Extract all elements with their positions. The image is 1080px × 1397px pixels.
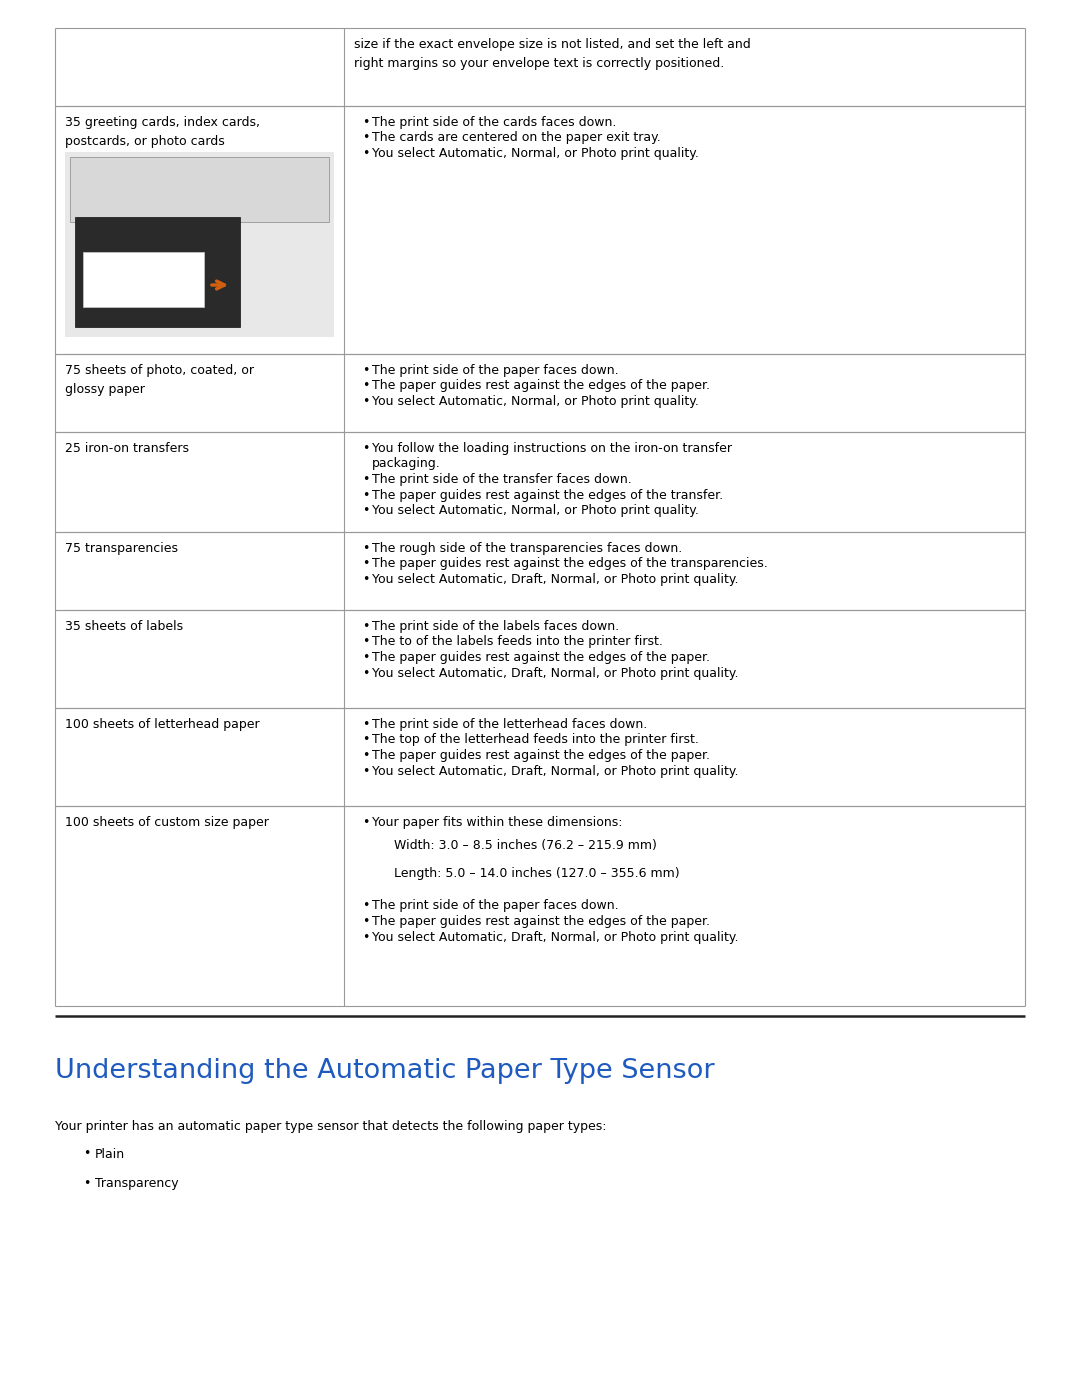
Text: size if the exact envelope size is not listed, and set the left and
right margin: size if the exact envelope size is not l…	[354, 38, 751, 70]
Text: The print side of the paper faces down.: The print side of the paper faces down.	[372, 900, 619, 912]
Text: •: •	[362, 504, 369, 517]
Text: 25 iron-on transfers: 25 iron-on transfers	[65, 441, 189, 455]
Text: Your printer has an automatic paper type sensor that detects the following paper: Your printer has an automatic paper type…	[55, 1120, 607, 1133]
Text: •: •	[362, 915, 369, 928]
Text: The paper guides rest against the edges of the paper.: The paper guides rest against the edges …	[372, 380, 710, 393]
Text: You select Automatic, Normal, or Photo print quality.: You select Automatic, Normal, or Photo p…	[372, 147, 699, 161]
Text: The print side of the paper faces down.: The print side of the paper faces down.	[372, 365, 619, 377]
Text: •: •	[362, 131, 369, 144]
Text: You select Automatic, Normal, or Photo print quality.: You select Automatic, Normal, or Photo p…	[372, 395, 699, 408]
Text: You select Automatic, Draft, Normal, or Photo print quality.: You select Automatic, Draft, Normal, or …	[372, 573, 739, 585]
Text: You follow the loading instructions on the iron-on transfer: You follow the loading instructions on t…	[372, 441, 732, 455]
Text: •: •	[362, 749, 369, 761]
Text: •: •	[362, 636, 369, 648]
Text: •: •	[362, 718, 369, 731]
Text: The print side of the letterhead faces down.: The print side of the letterhead faces d…	[372, 718, 647, 731]
Text: Your paper fits within these dimensions:: Your paper fits within these dimensions:	[372, 816, 622, 828]
Text: The print side of the labels faces down.: The print side of the labels faces down.	[372, 620, 619, 633]
Text: The paper guides rest against the edges of the transparencies.: The paper guides rest against the edges …	[372, 557, 768, 570]
Text: You select Automatic, Normal, or Photo print quality.: You select Automatic, Normal, or Photo p…	[372, 504, 699, 517]
Text: The top of the letterhead feeds into the printer first.: The top of the letterhead feeds into the…	[372, 733, 699, 746]
Text: The cards are centered on the paper exit tray.: The cards are centered on the paper exit…	[372, 131, 661, 144]
Text: Width: 3.0 – 8.5 inches (76.2 – 215.9 mm): Width: 3.0 – 8.5 inches (76.2 – 215.9 mm…	[394, 840, 657, 852]
Text: •: •	[362, 900, 369, 912]
Text: •: •	[362, 380, 369, 393]
Text: The rough side of the transparencies faces down.: The rough side of the transparencies fac…	[372, 542, 683, 555]
Text: You select Automatic, Draft, Normal, or Photo print quality.: You select Automatic, Draft, Normal, or …	[372, 930, 739, 943]
Polygon shape	[70, 156, 329, 222]
Text: •: •	[362, 365, 369, 377]
Text: •: •	[362, 620, 369, 633]
Text: •: •	[362, 573, 369, 585]
Text: •: •	[362, 764, 369, 778]
Text: •: •	[83, 1178, 91, 1190]
Text: 100 sheets of custom size paper: 100 sheets of custom size paper	[65, 816, 269, 828]
Text: The print side of the transfer faces down.: The print side of the transfer faces dow…	[372, 474, 632, 486]
Text: 35 greeting cards, index cards,
postcards, or photo cards: 35 greeting cards, index cards, postcard…	[65, 116, 260, 148]
Text: You select Automatic, Draft, Normal, or Photo print quality.: You select Automatic, Draft, Normal, or …	[372, 666, 739, 679]
Bar	[65, 152, 334, 337]
Text: The paper guides rest against the edges of the transfer.: The paper guides rest against the edges …	[372, 489, 724, 502]
Text: Plain: Plain	[95, 1147, 125, 1161]
Text: 35 sheets of labels: 35 sheets of labels	[65, 620, 184, 633]
Text: packaging.: packaging.	[372, 457, 441, 471]
Text: •: •	[362, 816, 369, 828]
Text: Length: 5.0 – 14.0 inches (127.0 – 355.6 mm): Length: 5.0 – 14.0 inches (127.0 – 355.6…	[394, 868, 679, 880]
Text: The paper guides rest against the edges of the paper.: The paper guides rest against the edges …	[372, 749, 710, 761]
Text: 75 transparencies: 75 transparencies	[65, 542, 178, 555]
Text: •: •	[362, 557, 369, 570]
Text: You select Automatic, Draft, Normal, or Photo print quality.: You select Automatic, Draft, Normal, or …	[372, 764, 739, 778]
Text: The paper guides rest against the edges of the paper.: The paper guides rest against the edges …	[372, 651, 710, 664]
Text: •: •	[362, 489, 369, 502]
Text: •: •	[362, 930, 369, 943]
Text: •: •	[362, 666, 369, 679]
Text: •: •	[362, 395, 369, 408]
Text: •: •	[362, 733, 369, 746]
Text: •: •	[362, 651, 369, 664]
Text: 100 sheets of letterhead paper: 100 sheets of letterhead paper	[65, 718, 259, 731]
Text: The print side of the cards faces down.: The print side of the cards faces down.	[372, 116, 617, 129]
Text: •: •	[362, 441, 369, 455]
Text: Understanding the Automatic Paper Type Sensor: Understanding the Automatic Paper Type S…	[55, 1058, 715, 1084]
Text: The paper guides rest against the edges of the paper.: The paper guides rest against the edges …	[372, 915, 710, 928]
Text: The to of the labels feeds into the printer first.: The to of the labels feeds into the prin…	[372, 636, 663, 648]
Text: •: •	[362, 474, 369, 486]
Polygon shape	[75, 217, 240, 327]
Text: 75 sheets of photo, coated, or
glossy paper: 75 sheets of photo, coated, or glossy pa…	[65, 365, 254, 395]
Text: •: •	[362, 116, 369, 129]
Text: •: •	[83, 1147, 91, 1161]
Text: •: •	[362, 542, 369, 555]
Text: Transparency: Transparency	[95, 1178, 178, 1190]
Bar	[83, 251, 204, 307]
Text: •: •	[362, 147, 369, 161]
